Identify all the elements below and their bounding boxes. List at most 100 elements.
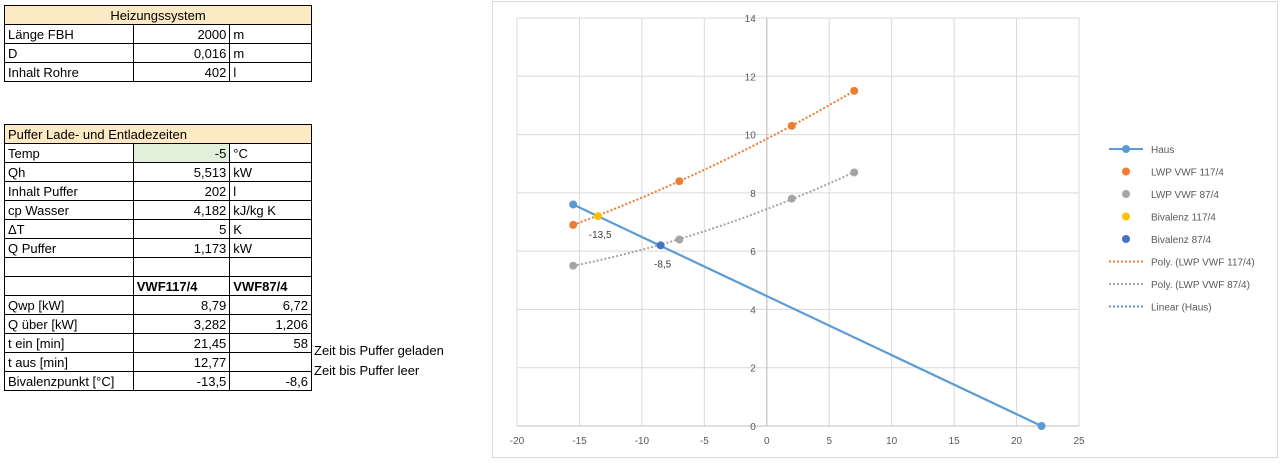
y-tick-label: 8 — [750, 189, 756, 200]
legend-entry: Poly. (LWP VWF 117/4) — [1151, 258, 1255, 269]
cell-label[interactable]: Qwp [kW] — [4, 295, 134, 315]
cell-value[interactable]: 4,182 — [132, 200, 231, 220]
column-header-vwf87[interactable]: VWF87/4 — [229, 276, 312, 296]
note-puffer-leer[interactable]: Zeit bis Puffer leer — [314, 363, 420, 378]
cell-unit[interactable]: l — [229, 181, 312, 201]
cell-value[interactable]: 1,173 — [132, 238, 231, 258]
cell-value[interactable]: 21,45 — [132, 333, 231, 353]
chart-series: -13,5 -8,5 — [569, 86, 1046, 430]
cell-value[interactable]: 6,72 — [229, 295, 312, 315]
cell-label[interactable]: Qh — [4, 162, 134, 182]
cell-unit[interactable]: kJ/kg K — [229, 200, 312, 220]
legend-marker — [1122, 167, 1130, 176]
cell-value[interactable] — [229, 352, 312, 372]
cell-empty[interactable] — [229, 257, 312, 277]
data-point — [787, 194, 796, 203]
cell-label[interactable]: t aus [min] — [4, 352, 134, 372]
x-tick-label: -15 — [572, 436, 587, 447]
table-row: D 0,016 m — [4, 43, 312, 63]
table-row: Länge FBH 2000 m — [4, 24, 312, 44]
cell-label[interactable]: Temp — [4, 143, 134, 163]
cell-value[interactable]: 3,282 — [132, 314, 231, 334]
cell-unit[interactable]: kW — [229, 238, 312, 258]
column-header-vwf117[interactable]: VWF117/4 — [132, 276, 231, 296]
cell-value[interactable]: -13,5 — [132, 371, 231, 391]
x-tick-label: 20 — [1011, 436, 1023, 447]
x-tick-label: -20 — [510, 436, 525, 447]
data-point — [594, 212, 603, 221]
cell-empty[interactable] — [4, 276, 134, 296]
cell-unit[interactable]: m — [229, 43, 312, 63]
cell-label[interactable]: t ein [min] — [4, 333, 134, 353]
y-tick-label: 14 — [745, 14, 757, 25]
data-point — [787, 121, 796, 130]
cell-value[interactable]: 5 — [132, 219, 231, 239]
trendline-87 — [572, 171, 855, 267]
table-row: Bivalenzpunkt [°C] -13,5 -8,6 — [4, 371, 312, 391]
puffer-table: Puffer Lade- und Entladezeiten Temp -5 °… — [4, 124, 312, 391]
cell-value[interactable]: 0,016 — [132, 43, 231, 63]
cell-label[interactable]: D — [4, 43, 134, 63]
table-row: ΔT 5 K — [4, 219, 312, 239]
data-point — [850, 86, 859, 95]
cell-value[interactable]: 12,77 — [132, 352, 231, 372]
legend-marker — [1122, 212, 1130, 221]
legend-entry: Bivalenz 117/4 — [1151, 213, 1216, 224]
cell-label[interactable]: Q Puffer — [4, 238, 134, 258]
cell-value[interactable]: -8,6 — [229, 371, 312, 391]
cell-unit[interactable]: °C — [229, 143, 312, 163]
y-tick-label: 12 — [745, 72, 757, 83]
x-tick-label: -10 — [635, 436, 650, 447]
chart-legend[interactable]: Haus LWP VWF 117/4 LWP VWF 87/4 Bivalenz 11… — [1109, 145, 1255, 314]
scatter-chart[interactable]: -20 -15 -10 -5 0 5 10 15 20 25 0 2 4 6 8 10 12 14 -13,5 -8… — [492, 1, 1278, 458]
y-tick-label: 10 — [745, 131, 757, 142]
x-tick-label: 25 — [1073, 436, 1085, 447]
data-label: -8,5 — [654, 259, 672, 270]
cell-label[interactable]: Inhalt Rohre — [4, 62, 134, 82]
cell-value-input[interactable]: -5 — [132, 143, 231, 163]
cell-unit[interactable]: kW — [229, 162, 312, 182]
y-tick-label: 0 — [750, 422, 756, 433]
cell-label[interactable]: ΔT — [4, 219, 134, 239]
data-point — [569, 261, 578, 270]
y-tick-label: 6 — [750, 247, 756, 258]
data-point — [675, 177, 684, 186]
heizungssystem-title[interactable]: Heizungssystem — [4, 5, 312, 25]
heizungssystem-table: Heizungssystem Länge FBH 2000 m D 0,016 … — [4, 5, 312, 82]
cell-value[interactable]: 58 — [229, 333, 312, 353]
cell-empty[interactable] — [4, 257, 134, 277]
table-row: Qwp [kW] 8,79 6,72 — [4, 295, 312, 315]
cell-value[interactable]: 2000 — [132, 24, 231, 44]
cell-unit[interactable]: m — [229, 24, 312, 44]
cell-value[interactable]: 8,79 — [132, 295, 231, 315]
x-tick-label: 10 — [886, 436, 898, 447]
cell-value[interactable]: 202 — [132, 181, 231, 201]
data-label: -13,5 — [589, 230, 612, 241]
cell-value[interactable]: 1,206 — [229, 314, 312, 334]
note-puffer-geladen[interactable]: Zeit bis Puffer geladen — [314, 343, 444, 358]
x-tick-label: 5 — [826, 436, 832, 447]
chart-svg: -20 -15 -10 -5 0 5 10 15 20 25 0 2 4 6 8 10 12 14 -13,5 -8… — [510, 14, 1255, 447]
cell-label[interactable]: Länge FBH — [4, 24, 134, 44]
data-point — [569, 220, 578, 229]
table-row: Q Puffer 1,173 kW — [4, 238, 312, 258]
y-tick-label: 2 — [750, 364, 756, 375]
legend-marker — [1122, 190, 1130, 198]
table-row: t ein [min] 21,45 58 — [4, 333, 312, 353]
cell-value[interactable]: 5,513 — [132, 162, 231, 182]
cell-label[interactable]: Q über [kW] — [4, 314, 134, 334]
cell-value[interactable]: 402 — [132, 62, 231, 82]
cell-label[interactable]: Inhalt Puffer — [4, 181, 134, 201]
cell-empty[interactable] — [132, 257, 231, 277]
cell-label[interactable]: Bivalenzpunkt [°C] — [4, 371, 134, 391]
table-row: Q über [kW] 3,282 1,206 — [4, 314, 312, 334]
legend-entry: Poly. (LWP VWF 87/4) — [1151, 280, 1250, 291]
cell-unit[interactable]: l — [229, 62, 312, 82]
puffer-title[interactable]: Puffer Lade- und Entladezeiten — [4, 124, 312, 144]
table-row: t aus [min] 12,77 — [4, 352, 312, 372]
table-row: Inhalt Puffer 202 l — [4, 181, 312, 201]
legend-entry: Haus — [1151, 145, 1174, 156]
cell-unit[interactable]: K — [229, 219, 312, 239]
y-tick-label: 4 — [750, 305, 756, 316]
cell-label[interactable]: cp Wasser — [4, 200, 134, 220]
